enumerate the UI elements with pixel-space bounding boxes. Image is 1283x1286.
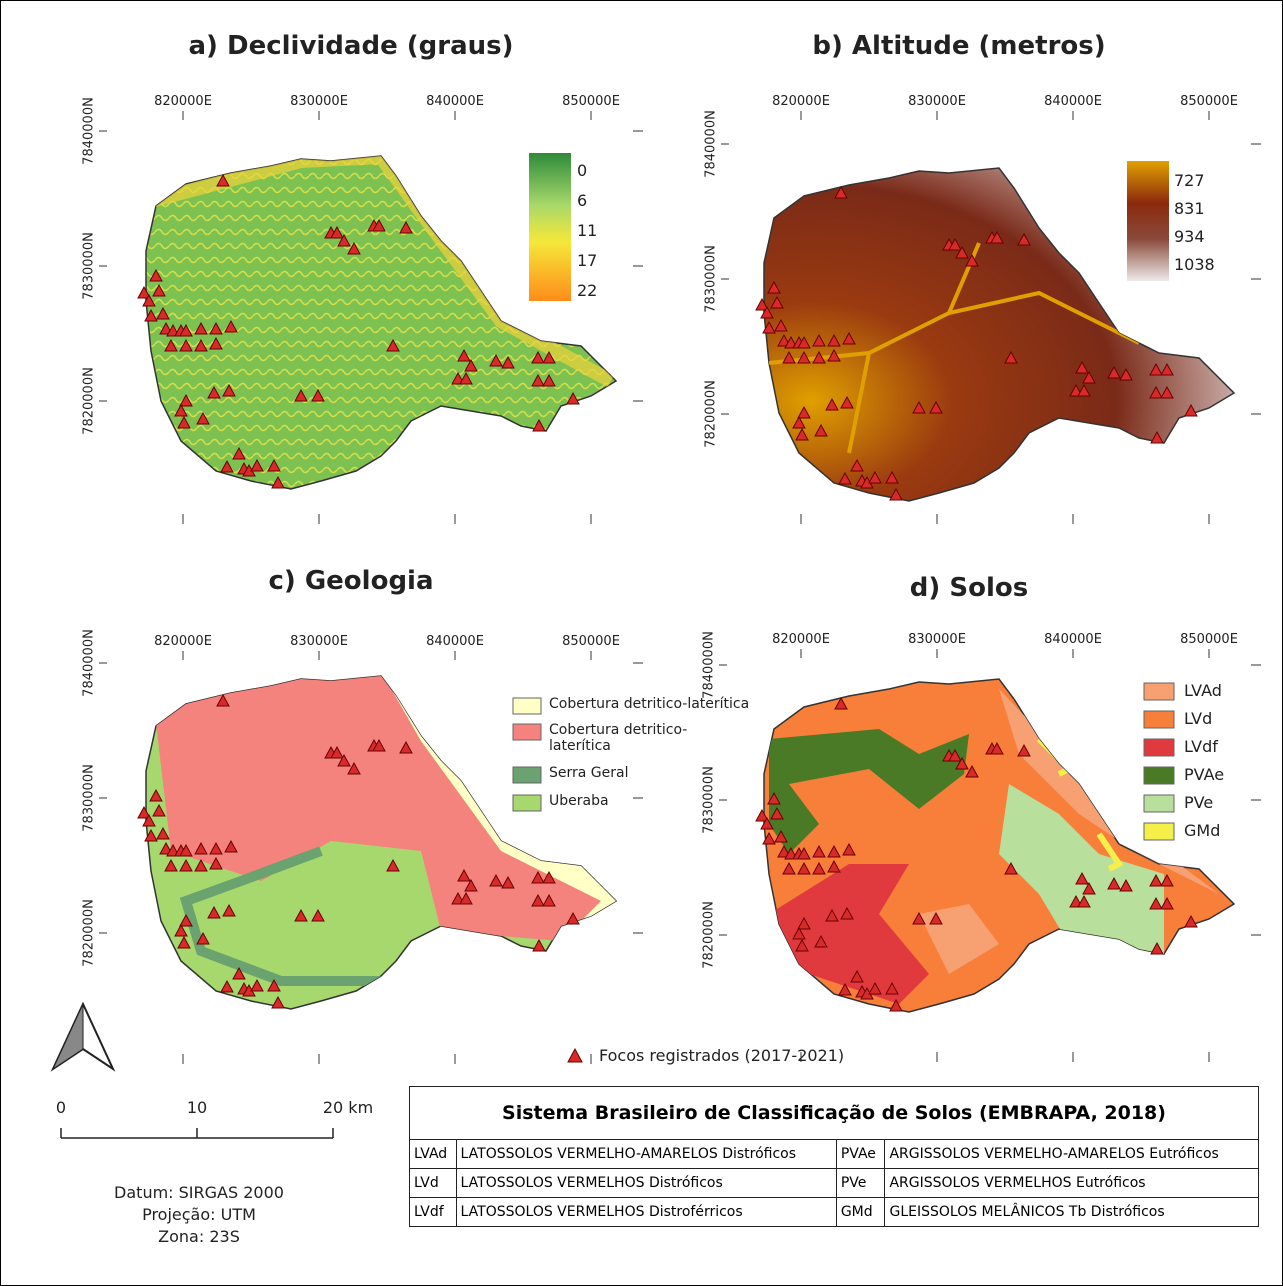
x-coordinate: 830000E	[908, 94, 966, 109]
legend-swatch	[513, 795, 541, 811]
x-coordinate: 830000E	[290, 634, 348, 649]
datum-line: Datum: SIRGAS 2000	[114, 1183, 284, 1202]
legend-label: LVdf	[1184, 737, 1218, 756]
x-coordinate: 840000E	[426, 94, 484, 109]
legend-swatch	[513, 724, 541, 740]
legend-label: 22	[577, 281, 597, 300]
table-cell: LATOSSOLOS VERMELHOS Distróficos	[456, 1169, 836, 1198]
legend-swatch	[1144, 767, 1174, 784]
fire-marker-legend	[568, 1049, 582, 1062]
scale-label: 0	[56, 1098, 66, 1117]
legend-swatch	[1144, 739, 1174, 756]
x-coordinate: 820000E	[772, 94, 830, 109]
x-coordinate: 840000E	[426, 634, 484, 649]
scale-label: 20 km	[323, 1098, 373, 1117]
legend-swatch	[1144, 795, 1174, 812]
table-header: Sistema Brasileiro de Classificação de S…	[410, 1087, 1259, 1140]
table-cell: GLEISSOLOS MELÂNICOS Tb Distróficos	[885, 1198, 1259, 1227]
legend-label: 17	[577, 251, 597, 270]
datum-line: Zona: 23S	[158, 1227, 240, 1246]
table-cell: LVd	[410, 1169, 457, 1198]
soil-table: Sistema Brasileiro de Classificação de S…	[409, 1086, 1259, 1227]
legend-label: Cobertura detritico-laterítica	[549, 722, 689, 754]
legend-swatch	[1144, 823, 1174, 840]
x-coordinate: 850000E	[1180, 94, 1238, 109]
panel-title: b) Altitude (metros)	[812, 31, 1105, 61]
table-row: LVdLATOSSOLOS VERMELHOS DistróficosPVeAR…	[410, 1169, 1259, 1198]
y-coordinate: 7830000N	[702, 766, 717, 834]
legend-label: 6	[577, 191, 587, 210]
table-cell: ARGISSOLOS VERMELHO-AMARELOS Eutróficos	[885, 1140, 1259, 1169]
table-row: LVdfLATOSSOLOS VERMELHOS DistroférricosG…	[410, 1198, 1259, 1227]
legend-label: 934	[1174, 227, 1205, 246]
y-coordinate: 7830000N	[82, 764, 97, 832]
y-coordinate: 7820000N	[702, 901, 717, 969]
table-cell: PVAe	[836, 1140, 885, 1169]
x-coordinate: 840000E	[1044, 632, 1102, 647]
y-coordinate: 7840000N	[82, 97, 97, 165]
legend-label: LVd	[1184, 709, 1212, 728]
x-coordinate: 850000E	[562, 634, 620, 649]
legend-swatch	[513, 767, 541, 783]
table-cell: ARGISSOLOS VERMELHOS Eutróficos	[885, 1169, 1259, 1198]
legend-label: PVe	[1184, 793, 1213, 812]
y-coordinate: 7840000N	[82, 629, 97, 697]
y-coordinate: 7820000N	[82, 899, 97, 967]
x-coordinate: 820000E	[772, 632, 830, 647]
datum-line: Projeção: UTM	[142, 1205, 256, 1224]
legend-label: Uberaba	[549, 793, 609, 809]
x-coordinate: 820000E	[154, 94, 212, 109]
x-coordinate: 840000E	[1044, 94, 1102, 109]
y-coordinate: 7830000N	[704, 245, 719, 313]
legend-label: 727	[1174, 171, 1205, 190]
legend-swatch	[513, 698, 541, 714]
legend-label: Cobertura detritico-laterítica	[549, 696, 749, 712]
x-coordinate: 850000E	[562, 94, 620, 109]
legend-label: 1038	[1174, 255, 1215, 274]
scale-label: 10	[187, 1098, 207, 1117]
table-title: Sistema Brasileiro de Classificação de S…	[410, 1087, 1259, 1140]
panel-title: d) Solos	[910, 573, 1028, 603]
table-cell: LVAd	[410, 1140, 457, 1169]
panel-title: a) Declividade (graus)	[189, 31, 514, 61]
legend-label: GMd	[1184, 821, 1220, 840]
legend-label: Serra Geral	[549, 765, 628, 781]
table-cell: LATOSSOLOS VERMELHO-AMARELOS Distróficos	[456, 1140, 836, 1169]
x-coordinate: 830000E	[908, 632, 966, 647]
points-legend: Focos registrados (2017-2021)	[599, 1046, 844, 1065]
legend-ramp	[1127, 161, 1169, 281]
table-cell: GMd	[836, 1198, 885, 1227]
north-arrow-half	[53, 1004, 83, 1069]
table-cell: LVdf	[410, 1198, 457, 1227]
y-coordinate: 7820000N	[704, 380, 719, 448]
legend-label: 831	[1174, 199, 1205, 218]
x-coordinate: 830000E	[290, 94, 348, 109]
legend-ramp	[529, 153, 571, 301]
map-figure: Sistema Brasileiro de Classificação de S…	[0, 0, 1283, 1286]
legend-swatch	[1144, 711, 1174, 728]
y-coordinate: 7840000N	[704, 110, 719, 178]
legend-label: LVAd	[1184, 681, 1222, 700]
x-coordinate: 820000E	[154, 634, 212, 649]
legend-label: 0	[577, 161, 587, 180]
map-panel	[756, 679, 1234, 1012]
x-coordinate: 850000E	[1180, 632, 1238, 647]
y-coordinate: 7840000N	[702, 631, 717, 699]
table-cell: PVe	[836, 1169, 885, 1198]
y-coordinate: 7830000N	[82, 232, 97, 300]
legend-label: 11	[577, 221, 597, 240]
table-cell: LATOSSOLOS VERMELHOS Distroférricos	[456, 1198, 836, 1227]
legend-swatch	[1144, 683, 1174, 700]
legend-label: PVAe	[1184, 765, 1224, 784]
panel-title: c) Geologia	[268, 566, 433, 596]
y-coordinate: 7820000N	[82, 367, 97, 435]
